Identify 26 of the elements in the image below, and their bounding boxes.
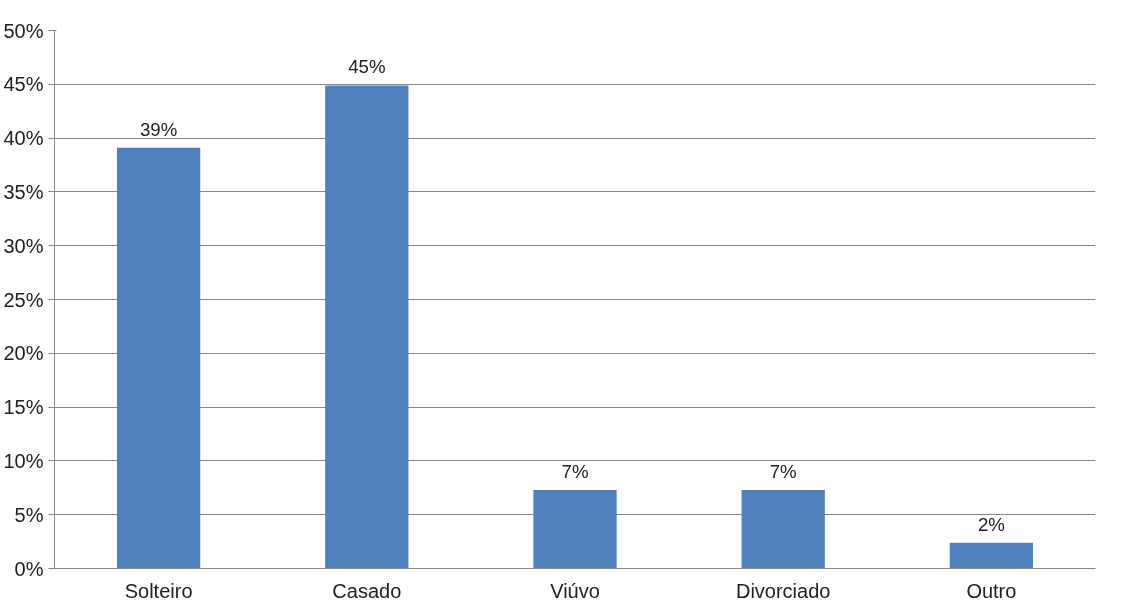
bar <box>949 542 1034 569</box>
y-tick-label: 0% <box>14 557 44 580</box>
y-tick-label: 5% <box>14 503 44 526</box>
y-tick-label: 50% <box>3 19 44 42</box>
y-tick-label: 45% <box>3 73 44 96</box>
bar <box>116 147 201 569</box>
x-tick-label: Outro <box>966 579 1017 602</box>
data-label: 2% <box>977 513 1005 535</box>
bar <box>741 489 825 569</box>
y-tick-label: 30% <box>3 234 44 257</box>
bar <box>325 85 409 569</box>
data-label: 7% <box>561 460 589 482</box>
y-tick-label: 15% <box>3 396 44 419</box>
data-label: 45% <box>348 56 386 78</box>
x-tick-label: Divorciado <box>735 579 831 602</box>
data-label: 39% <box>139 118 178 140</box>
y-tick-label: 20% <box>3 342 44 365</box>
y-tick-label: 40% <box>3 127 44 150</box>
y-tick-label: 25% <box>3 288 44 311</box>
y-tick-label: 10% <box>3 449 44 472</box>
bar <box>533 489 617 569</box>
data-label: 7% <box>769 460 797 482</box>
x-tick-label: Solteiro <box>124 579 193 602</box>
x-tick-label: Viúvo <box>550 579 600 602</box>
x-tick-label: Casado <box>332 579 402 602</box>
y-tick-label: 35% <box>3 180 44 203</box>
